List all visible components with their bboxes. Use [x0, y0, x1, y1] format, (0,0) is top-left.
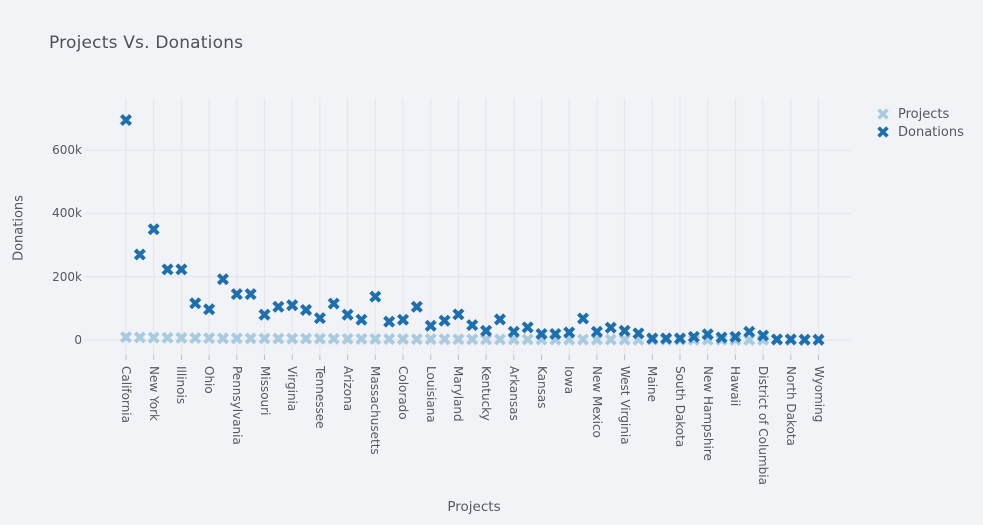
x-axis-title: Projects [447, 499, 501, 515]
projects-x-marker-icon [877, 108, 889, 120]
legend-item-label: Donations [898, 124, 964, 140]
donations-x-marker-icon [877, 126, 889, 138]
y-tick-label: 200k [52, 269, 82, 284]
x-tick-label: Missouri [257, 366, 272, 416]
x-tick-label: Hawaii [728, 366, 743, 407]
x-tick-label: North Dakota [783, 366, 798, 446]
chart-title: Projects Vs. Donations [49, 33, 244, 53]
legend-item-projects[interactable]: Projects [876, 105, 964, 123]
x-tick-label: Iowa [562, 366, 577, 395]
y-tick-label: 0 [74, 332, 82, 347]
x-tick-label: Massachusetts [368, 366, 383, 455]
y-axis-title: Donations [11, 195, 27, 261]
y-tick-label: 400k [52, 206, 82, 221]
x-tick-label: New Hampshire [700, 366, 715, 461]
x-tick-label: Arkansas [506, 366, 521, 421]
x-tick-label: Kansas [534, 366, 549, 409]
legend: Projects Donations [876, 105, 964, 141]
x-tick-label: Pennsylvania [229, 366, 244, 445]
y-tick-label: 600k [52, 143, 82, 158]
x-tick-label: Kentucky [479, 366, 494, 421]
x-axis-tick-marks [125, 355, 819, 360]
x-tick-label: South Dakota [673, 366, 687, 448]
x-tick-label: Arizona [340, 366, 355, 412]
x-tick-label: California [119, 366, 133, 423]
x-tick-label: Ohio [202, 366, 217, 394]
donations-series-markers[interactable] [119, 114, 825, 346]
legend-item-label: Projects [898, 106, 950, 122]
x-tick-label: Maine [645, 366, 660, 403]
x-tick-label: New Mexico [589, 366, 604, 438]
x-tick-label: District of Columbia [756, 366, 771, 485]
x-tick-label: Illinois [174, 366, 189, 405]
vertical-gridlines [125, 98, 820, 355]
x-tick-label: Colorado [396, 366, 410, 420]
x-tick-label: Tennessee [312, 366, 327, 429]
x-tick-label: Wyoming [811, 366, 826, 423]
x-tick-label: Maryland [451, 366, 466, 422]
x-tick-label: New York [146, 366, 161, 421]
legend-item-donations[interactable]: Donations [876, 123, 964, 141]
x-tick-label: Louisiana [423, 366, 438, 423]
x-tick-label: West Virginia [617, 366, 632, 445]
x-tick-label: Virginia [285, 366, 300, 412]
